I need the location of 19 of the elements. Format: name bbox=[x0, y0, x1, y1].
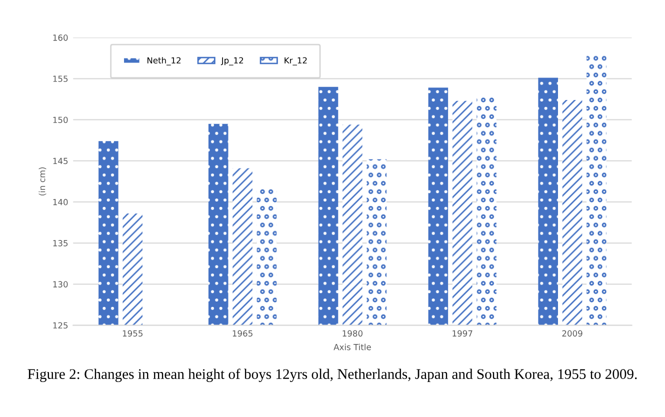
y-tick-label: 145 bbox=[53, 158, 68, 164]
legend-label: Kr_12 bbox=[284, 57, 307, 66]
y-tick-label: 135 bbox=[53, 240, 68, 246]
y-axis-title: (in cm) bbox=[38, 167, 46, 196]
y-tick-label: 150 bbox=[53, 116, 68, 124]
x-tick-label: 2009 bbox=[562, 330, 582, 337]
y-tick-label: 125 bbox=[53, 322, 68, 329]
legend-label: Jp_12 bbox=[220, 57, 244, 66]
legend-label: Neth_12 bbox=[147, 57, 181, 66]
x-axis-title: Axis Title bbox=[334, 344, 371, 350]
y-tick-label: 155 bbox=[53, 76, 68, 82]
y-tick-label: 130 bbox=[53, 281, 68, 288]
y-tick-label: 160 bbox=[53, 34, 68, 41]
y-tick-label: 140 bbox=[53, 198, 68, 206]
x-tick-label: 1980 bbox=[342, 330, 362, 337]
x-tick-label: 1955 bbox=[122, 330, 142, 337]
x-tick-label: 1997 bbox=[452, 330, 472, 337]
caption: Figure 2: Changes in mean height of boys 12yrs old, Netherlands, Japan and South Korea, 1955 to 2009. bbox=[28, 368, 637, 382]
x-tick-label: 1965 bbox=[232, 330, 252, 337]
